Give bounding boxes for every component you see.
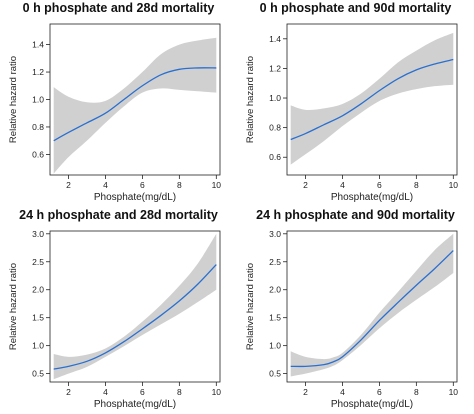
chart-title: 24 h phosphate and 90d mortality [256,208,455,222]
chart-plot: 2 4 6 8 10 0.5 1.0 1.5 2.0 2.5 3.0 Phosphate(mg/dL)… [8,229,222,410]
y-tick-label: 0.6 [32,149,44,159]
x-axis-label: Phosphate(mg/dL) [331,192,413,203]
x-tick-label: 4 [103,387,108,397]
y-tick-label: 2.5 [32,257,44,267]
confidence-band [290,32,454,165]
chart-panel-3: 24 h phosphate and 28d mortality 2 4 6 8 10 0… [0,207,237,414]
x-tick-label: 6 [377,180,382,190]
chart-plot: 2 4 6 8 10 0.5 1.0 1.5 2.0 2.5 3.0 Phosphate(mg/dL)… [245,229,459,410]
x-tick-label: 8 [414,180,419,190]
x-tick-label: 6 [140,387,145,397]
chart-panel-4: 24 h phosphate and 90d mortality 2 4 6 8 10 0… [237,207,474,414]
confidence-band [53,37,217,174]
chart-title: 0 h phosphate and 28d mortality [22,1,215,15]
y-tick-label: 2.0 [269,285,281,295]
y-tick-label: 2.5 [269,257,281,267]
series-line [290,250,454,368]
x-tick-label: 2 [303,180,308,190]
x-tick-label: 2 [66,180,71,190]
y-axis-label: Relative hazard ratio [8,56,19,143]
y-tick-label: 1.5 [269,313,281,323]
x-tick-label: 10 [449,180,459,190]
x-tick-label: 4 [340,180,345,190]
chart-plot: 2 4 6 8 10 0.6 0.8 1.0 1.2 1.4 Phosphate(mg/dL) Rel… [8,23,222,203]
y-axis-label: Relative hazard ratio [245,56,256,143]
x-axis-label: Phosphate(mg/dL) [94,399,176,410]
y-tick-label: 0.6 [269,152,281,162]
confidence-band [290,233,454,377]
plot-frame [286,23,458,176]
x-tick-label: 8 [177,180,182,190]
y-tick-label: 1.0 [269,341,281,351]
y-tick-label: 1.0 [32,341,44,351]
y-axis-label: Relative hazard ratio [245,263,256,350]
chart-title: 0 h phosphate and 90d mortality [259,1,452,15]
y-tick-label: 1.4 [269,34,281,44]
x-tick-label: 10 [449,387,459,397]
y-tick-label: 1.4 [32,40,44,50]
plot-frame [49,230,221,383]
chart-plot: 2 4 6 8 10 0.6 0.8 1.0 1.2 1.4 Phosphate(mg/dL) Rel… [245,23,459,203]
x-tick-label: 6 [140,180,145,190]
x-axis-label: Phosphate(mg/dL) [331,399,413,410]
plot-frame [286,230,458,383]
x-tick-label: 6 [377,387,382,397]
y-tick-label: 1.2 [32,67,44,77]
y-tick-label: 1.0 [32,95,44,105]
y-tick-label: 0.5 [269,369,281,379]
x-tick-label: 10 [212,387,222,397]
x-tick-label: 4 [103,180,108,190]
x-tick-label: 2 [66,387,71,397]
chart-panel-2: 0 h phosphate and 90d mortality 2 4 6 8 10 0.… [237,0,474,207]
x-tick-label: 10 [212,180,222,190]
series-line [290,58,454,141]
series-line [53,264,217,370]
x-tick-label: 8 [414,387,419,397]
x-tick-label: 8 [177,387,182,397]
x-axis-label: Phosphate(mg/dL) [94,192,176,203]
series-line [53,67,217,142]
y-tick-label: 0.8 [32,122,44,132]
y-tick-label: 1.2 [269,63,281,73]
chart-title: 24 h phosphate and 28d mortality [19,208,218,222]
y-axis-label: Relative hazard ratio [8,263,19,350]
x-tick-label: 2 [303,387,308,397]
y-tick-label: 3.0 [269,229,281,239]
y-tick-label: 1.0 [269,93,281,103]
y-tick-label: 3.0 [32,229,44,239]
x-tick-label: 4 [340,387,345,397]
y-tick-label: 0.5 [32,369,44,379]
confidence-band [53,233,217,380]
y-tick-label: 2.0 [32,285,44,295]
chart-panel-1: 0 h phosphate and 28d mortality 2 4 6 8 10 0.… [0,0,237,207]
y-tick-label: 1.5 [32,313,44,323]
y-tick-label: 0.8 [269,123,281,133]
